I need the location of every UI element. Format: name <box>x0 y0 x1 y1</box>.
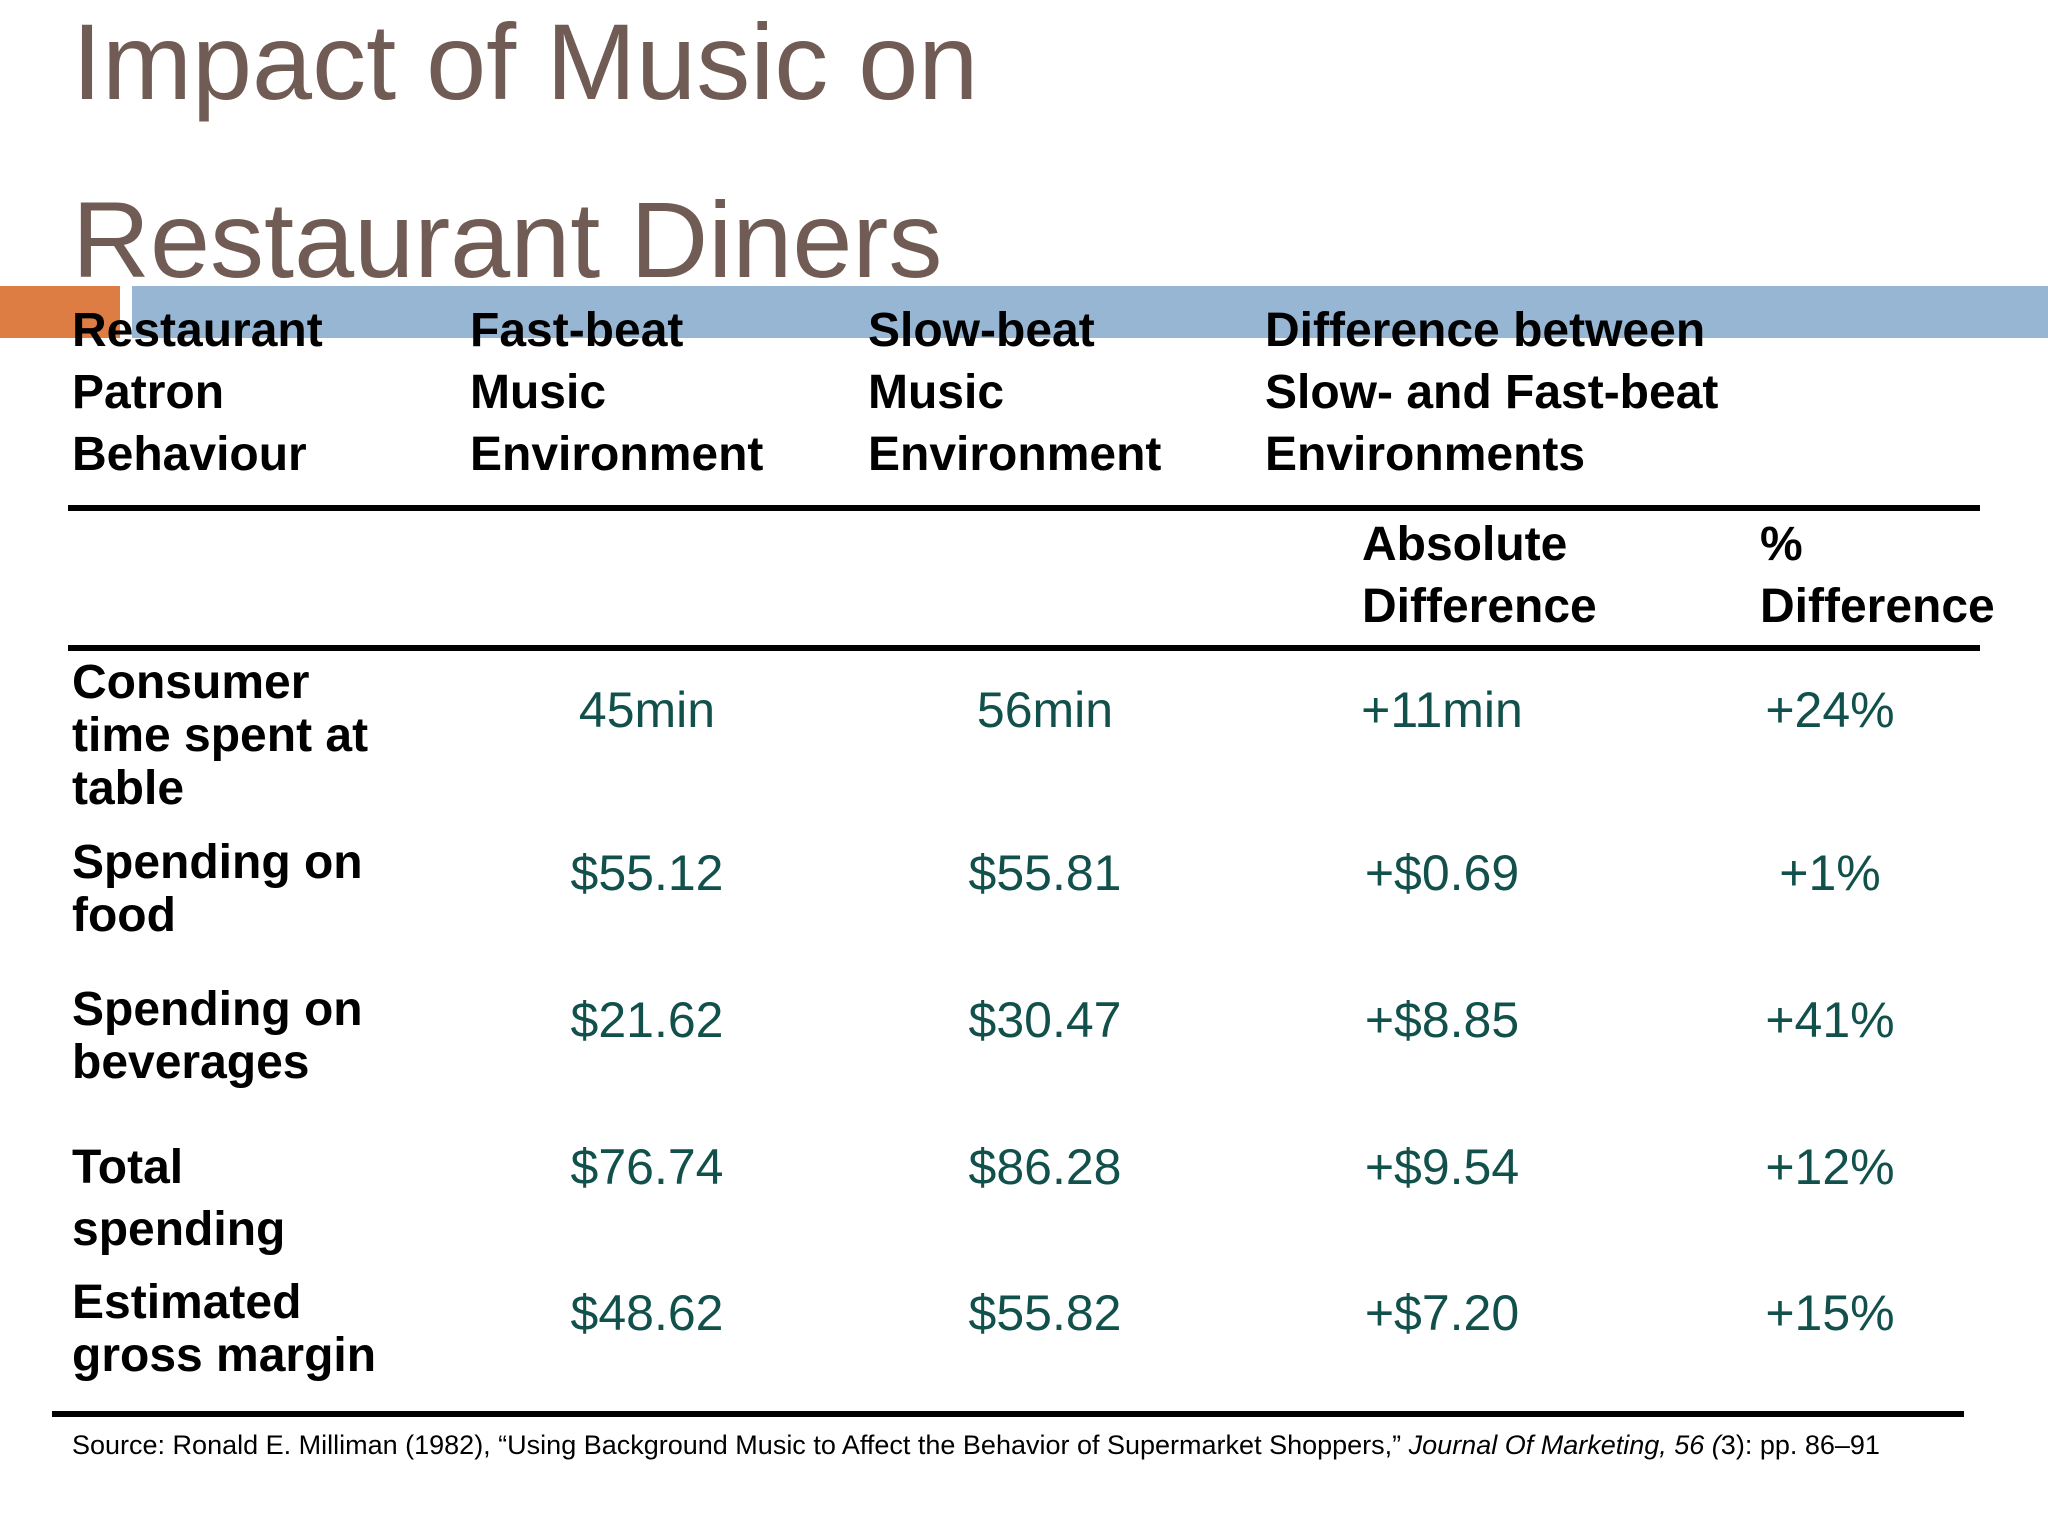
slow-beat-value: $86.28 <box>968 1139 1122 1195</box>
header-percent-difference: % Difference <box>1760 518 1995 633</box>
slow-beat-value: 56min <box>976 682 1114 738</box>
fast-beat-value: $48.62 <box>570 1285 724 1341</box>
row-label: Spending on food <box>72 836 363 942</box>
absolute-difference-value: +$9.54 <box>1364 1139 1520 1195</box>
row-label: Total spending <box>72 1141 286 1256</box>
fast-beat-value: $76.74 <box>570 1139 724 1195</box>
slow-beat-value: $55.81 <box>968 845 1122 901</box>
absolute-difference-value: +$0.69 <box>1364 845 1520 901</box>
source-issue: 3 <box>1720 1430 1736 1460</box>
row-label: Spending on beverages <box>72 983 363 1089</box>
absolute-difference-value: +$8.85 <box>1364 992 1520 1048</box>
source-suffix: ): pp. 86–91 <box>1735 1430 1880 1460</box>
percent-difference-value: +15% <box>1765 1285 1895 1341</box>
header-difference: Difference between Slow- and Fast-beat E… <box>1265 304 1719 481</box>
slide-title-line-2: Restaurant Diners <box>72 179 943 300</box>
percent-difference-value: +1% <box>1779 845 1881 901</box>
absolute-difference-value: +11min <box>1361 682 1523 738</box>
fast-beat-value: 45min <box>578 682 716 738</box>
slide-title-line-1: Impact of Music on <box>72 1 979 122</box>
percent-difference-value: +24% <box>1765 682 1895 738</box>
header-fast-beat: Fast-beat Music Environment <box>470 304 764 481</box>
percent-difference-value: +41% <box>1765 992 1895 1048</box>
fast-beat-value: $21.62 <box>570 992 724 1048</box>
fast-beat-value: $55.12 <box>570 845 724 901</box>
slow-beat-value: $30.47 <box>968 992 1122 1048</box>
absolute-difference-value: +$7.20 <box>1364 1285 1520 1341</box>
source-prefix: Source: Ronald E. Milliman (1982), “Usin… <box>72 1430 1409 1460</box>
source-citation: Source: Ronald E. Milliman (1982), “Usin… <box>72 1430 1880 1461</box>
slow-beat-value: $55.82 <box>968 1285 1122 1341</box>
header-rule-bottom <box>68 645 1980 651</box>
accent-bar-orange <box>0 286 120 338</box>
source-journal: Journal Of Marketing, 56 ( <box>1408 1430 1721 1460</box>
header-slow-beat: Slow-beat Music Environment <box>868 304 1162 481</box>
header-absolute-difference: Absolute Difference <box>1362 518 1597 633</box>
header-rule-top <box>68 505 1980 511</box>
table-rule-bottom <box>52 1411 1964 1417</box>
percent-difference-value: +12% <box>1765 1139 1895 1195</box>
row-label: Consumer time spent at table <box>72 656 369 815</box>
accent-bar-blue <box>132 286 2048 338</box>
header-behaviour: Restaurant Patron Behaviour <box>72 304 323 481</box>
row-label: Estimated gross margin <box>72 1276 377 1382</box>
